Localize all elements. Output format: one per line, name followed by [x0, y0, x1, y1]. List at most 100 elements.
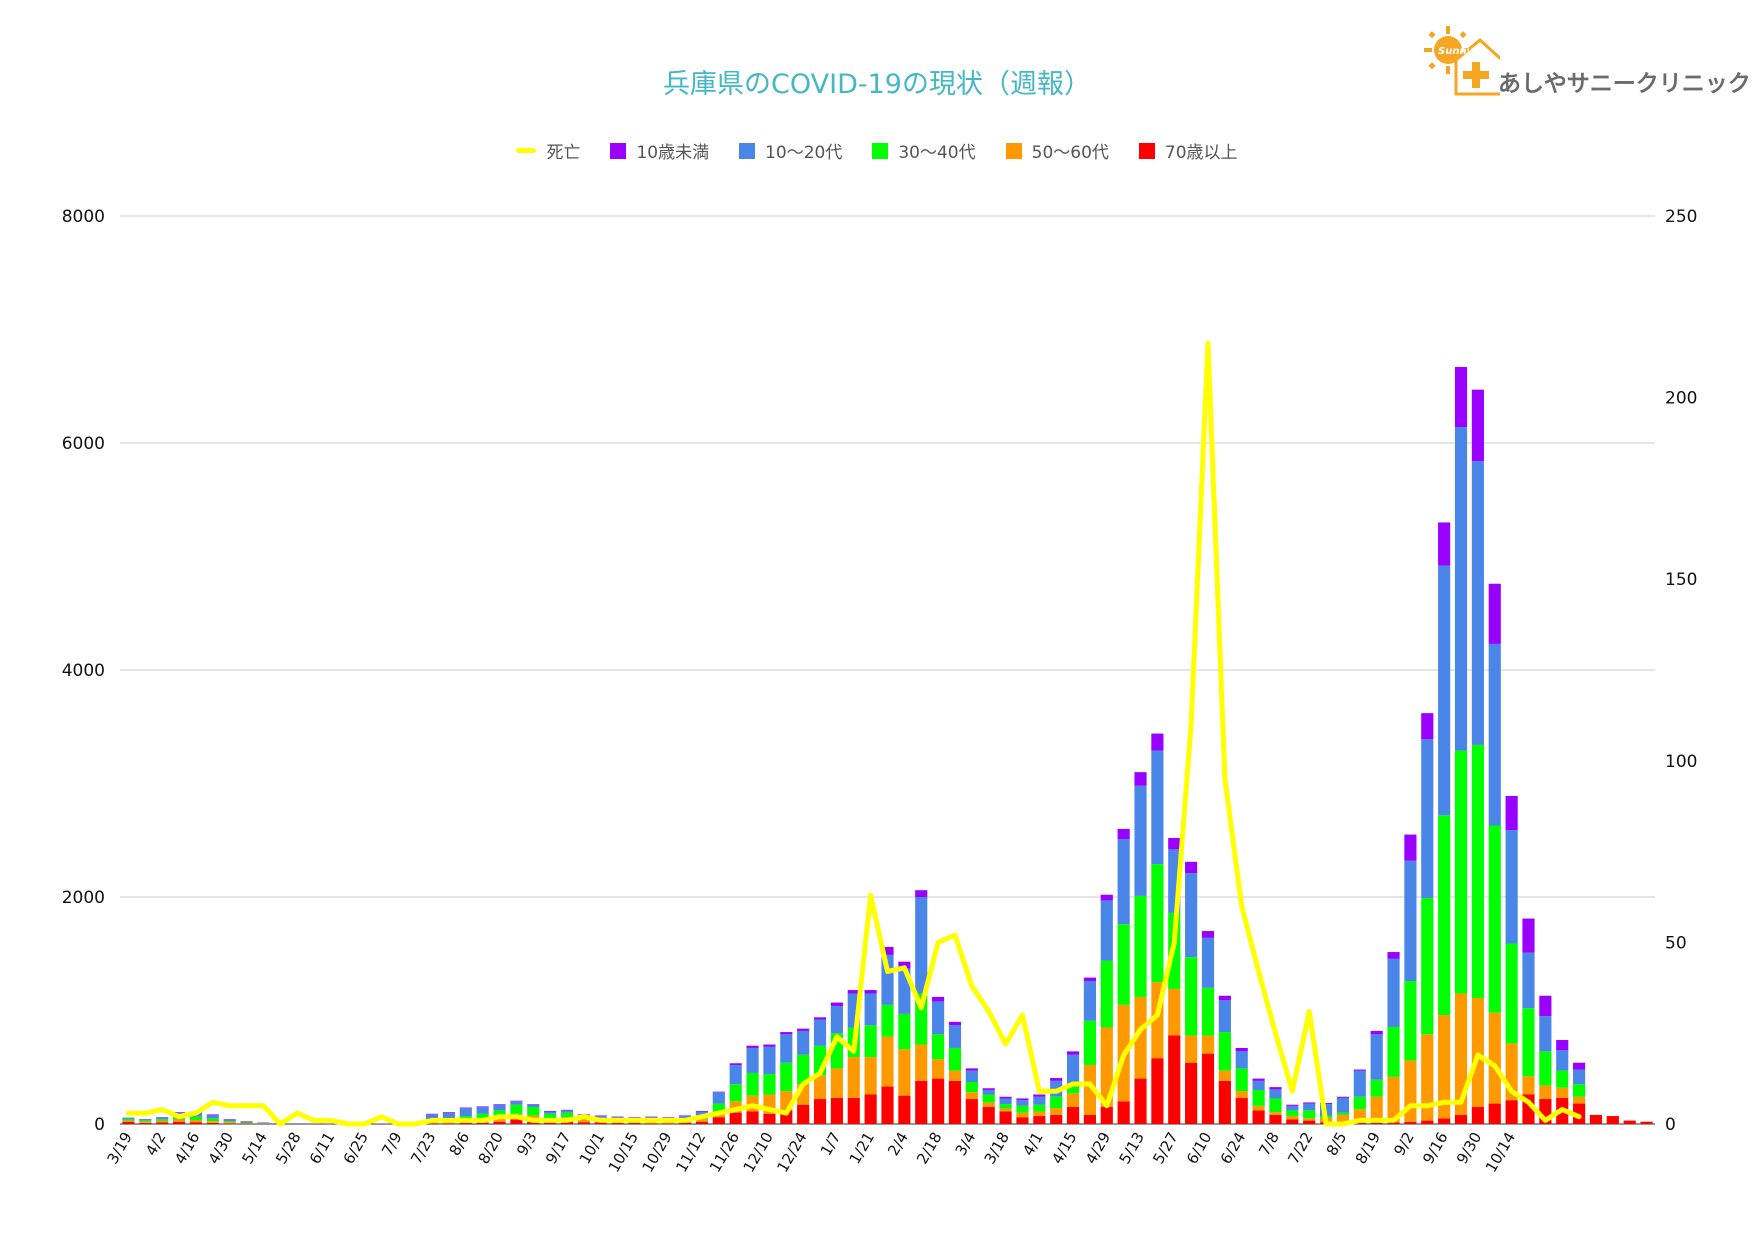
bar-segment [1201, 937, 1215, 988]
bar-segment [1016, 1098, 1029, 1101]
bar-segment [442, 1112, 456, 1120]
bar-segment [156, 1120, 169, 1123]
bar-segment [1134, 996, 1147, 1079]
bar-segment [493, 1121, 506, 1124]
bar-segment [476, 1122, 489, 1124]
bar-segment [1454, 366, 1468, 428]
bar-segment [223, 1121, 236, 1123]
bar-segment [1168, 1035, 1181, 1124]
x-tick-label: 3/4 [952, 1129, 980, 1159]
bar-segment [1370, 1034, 1383, 1080]
bar-segment [645, 1123, 658, 1124]
bar-segment [1438, 815, 1451, 1016]
bar-segment [797, 1030, 810, 1055]
bar-segment [948, 1070, 962, 1081]
bar-segment [459, 1108, 472, 1117]
bar-segment [1454, 750, 1468, 994]
bar-segment [1151, 864, 1164, 983]
bar-segment [1573, 1084, 1586, 1097]
legend-item-4: 50〜60代 [1005, 138, 1109, 163]
bar-segment [1353, 1096, 1366, 1110]
bar-segment [1134, 785, 1147, 896]
bar-segment [965, 1068, 978, 1071]
bar-segment [1201, 987, 1215, 1036]
legend-label: 30〜40代 [898, 143, 976, 163]
bar-segment [510, 1100, 523, 1102]
bar-segment [1066, 1051, 1080, 1055]
y-tick-right: 200 [1665, 389, 1697, 409]
x-tick-label: 10/15 [605, 1129, 642, 1175]
bar-segment [1303, 1102, 1316, 1104]
bar-segment [1185, 1062, 1198, 1124]
bar-segment [965, 1082, 978, 1093]
bar-segment [1336, 1097, 1350, 1113]
bar-segment [965, 1092, 978, 1100]
bar-segment [1303, 1118, 1316, 1121]
bar-segment [172, 1112, 186, 1113]
bar-segment [544, 1113, 557, 1119]
bar-segment [206, 1118, 219, 1122]
bar-segment [1100, 1106, 1113, 1124]
chart-title: 兵庫県のCOVID-19の現状（週報） [663, 69, 1091, 100]
bar-segment [1539, 1016, 1552, 1052]
x-tick-label: 2/18 [913, 1129, 945, 1167]
bar-segment [780, 1034, 793, 1063]
bar-segment [1033, 1111, 1046, 1117]
x-tick-label: 10/1 [576, 1129, 608, 1167]
bar-segment [1370, 1122, 1383, 1124]
legend-swatch [1005, 142, 1022, 159]
bar-segment [1016, 1100, 1029, 1106]
bar-segment [1438, 565, 1451, 816]
legend-swatch [610, 142, 627, 159]
bar-segment [1252, 1089, 1265, 1106]
bar-segment [1100, 894, 1113, 901]
bar-segment [712, 1117, 725, 1124]
bar-segment [898, 1013, 911, 1050]
bar-segment [679, 1116, 692, 1119]
bar-segment [122, 1120, 135, 1122]
bar-segment [1539, 1085, 1552, 1100]
x-tick-label: 9/17 [542, 1129, 574, 1167]
bar-segment [695, 1111, 709, 1117]
bar-segment [763, 1046, 776, 1075]
bar-segment [1319, 1103, 1333, 1105]
bar-segment [712, 1103, 725, 1112]
x-tick-label: 12/10 [740, 1129, 777, 1175]
bar-segment [1353, 1069, 1366, 1071]
bar-segment [1134, 772, 1147, 786]
bar-segment [189, 1122, 202, 1124]
bar-segment [797, 1028, 810, 1031]
bar-segment [122, 1118, 135, 1121]
bar-segment [1252, 1110, 1265, 1124]
bar-segment [560, 1109, 574, 1111]
bar-segment [1185, 861, 1198, 874]
bar-segment [628, 1122, 641, 1124]
y-tick-left: 6000 [62, 434, 105, 454]
bar-segment [932, 996, 945, 1002]
bar-segment [695, 1110, 709, 1112]
x-tick-label: 11/26 [706, 1129, 743, 1175]
bar-segment [830, 1002, 843, 1006]
bar-segment [594, 1122, 607, 1124]
bar-segment [189, 1116, 202, 1121]
bar-segment [1016, 1112, 1029, 1118]
bar-segment [240, 1123, 253, 1124]
bar-segment [206, 1114, 219, 1119]
bar-segment [1218, 1000, 1231, 1033]
bar-segment [189, 1120, 202, 1123]
y-tick-right: 50 [1665, 933, 1687, 953]
bar-segment [1488, 1103, 1501, 1124]
bar-segment [1151, 1058, 1164, 1124]
bar-segment [1033, 1096, 1046, 1105]
bar-segment [763, 1074, 776, 1095]
bar-segment [1556, 1050, 1569, 1071]
bar-segment [1404, 860, 1417, 981]
x-tick-label: 1/7 [817, 1129, 845, 1159]
bar-segment [1387, 958, 1400, 1027]
legend-item-5: 70歳以上 [1138, 138, 1238, 163]
bar-segment [1083, 1064, 1096, 1115]
bar-segment [425, 1113, 439, 1115]
bar-segment [797, 1104, 810, 1124]
bar-segment [948, 1025, 962, 1048]
bar-segment [1471, 744, 1484, 999]
